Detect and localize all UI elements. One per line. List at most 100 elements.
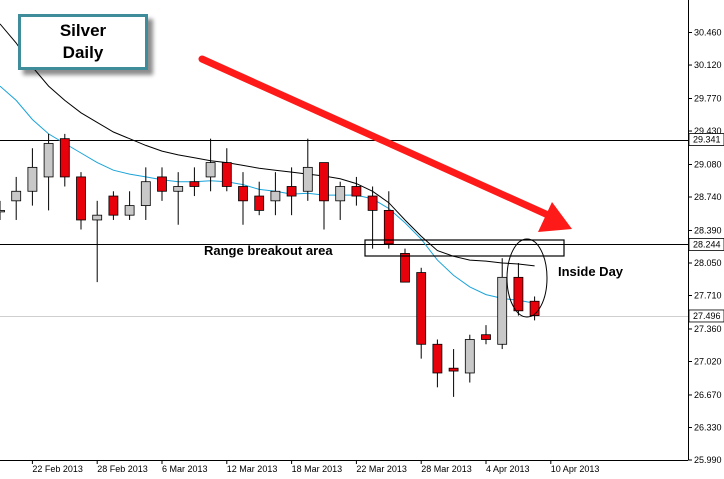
candle-body <box>11 190 22 202</box>
candle <box>383 191 394 249</box>
candle-body <box>513 276 524 312</box>
candle <box>448 349 459 397</box>
candle <box>189 167 200 197</box>
y-tick-label: 28.050 <box>694 258 722 268</box>
y-axis-ticks: 30.460 30.120 29.770 29.430 29.080 28.740 28.3… <box>688 28 722 465</box>
candle <box>286 167 297 216</box>
candle-body <box>529 300 540 316</box>
candle <box>108 191 119 220</box>
candle-body <box>157 176 167 192</box>
candle-body <box>92 214 103 221</box>
candle-body <box>432 343 443 374</box>
y-tick-label: 29.770 <box>694 94 722 104</box>
candle <box>173 172 184 225</box>
x-axis-ticks: 22 Feb 2013 28 Feb 2013 6 Mar 2013 12 Mar 2… <box>31 460 600 474</box>
candle <box>416 267 427 359</box>
candle-body <box>481 334 491 340</box>
candle-body <box>173 186 184 192</box>
current-price-tag-box <box>688 309 724 323</box>
candle-body <box>464 339 475 374</box>
candle-body <box>108 195 119 216</box>
candle-body <box>367 195 378 211</box>
candle-body <box>140 181 151 207</box>
candle <box>124 191 135 220</box>
candle <box>59 133 70 187</box>
y-tick-label: 26.670 <box>694 390 722 400</box>
y-tick-label: 27.360 <box>694 324 722 334</box>
candle-body <box>254 195 265 211</box>
current-price-tag: 27.496 <box>693 311 721 321</box>
y-tick-label: 28.390 <box>694 225 722 235</box>
y-tick-label: 29.430 <box>694 126 722 136</box>
y-tick-label: 28.740 <box>694 192 722 202</box>
x-tick-label: 28 Mar 2013 <box>421 464 472 474</box>
candle <box>481 325 491 345</box>
candle-body <box>416 272 427 345</box>
range-breakout-label: Range breakout area <box>204 243 333 258</box>
candle <box>205 138 216 192</box>
y-tick-label: 30.120 <box>694 60 722 70</box>
x-tick-label: 12 Mar 2013 <box>227 464 278 474</box>
x-tick-label: 6 Mar 2013 <box>162 464 208 474</box>
moving-averages <box>0 23 535 304</box>
y-tick-label: 30.460 <box>694 28 722 38</box>
x-tick-label: 18 Mar 2013 <box>292 464 343 474</box>
inside-day-ellipse <box>506 238 548 318</box>
chart-title-box: Silver Daily <box>18 14 148 70</box>
slow-moving-average-line <box>0 23 535 267</box>
x-tick-label: 4 Apr 2013 <box>486 464 530 474</box>
candle <box>367 186 378 249</box>
candle-body <box>238 186 248 202</box>
x-tick-label: 22 Feb 2013 <box>32 464 83 474</box>
x-tick-label: 10 Apr 2013 <box>551 464 600 474</box>
y-tick-label: 29.080 <box>694 159 722 169</box>
level-price-tag: 28.244 <box>693 239 721 249</box>
trend-arrow-shaft <box>198 55 552 219</box>
candle <box>302 138 313 201</box>
candle-body <box>205 162 216 178</box>
candle-body <box>189 181 200 187</box>
candle <box>335 181 346 220</box>
candlesticks <box>0 133 540 397</box>
candle <box>43 133 54 211</box>
candle-body <box>27 166 38 192</box>
chart-title-line-2: Daily <box>62 43 104 62</box>
candle <box>0 200 5 220</box>
candle <box>140 167 151 220</box>
y-tick-label: 27.710 <box>694 291 722 301</box>
candle-body <box>59 138 70 178</box>
candle-body <box>43 143 54 178</box>
candle <box>351 176 362 206</box>
candle <box>432 339 443 388</box>
candle-body <box>124 205 135 216</box>
candle-body <box>351 186 362 197</box>
annotations: Range breakout area Inside Day <box>198 55 624 318</box>
y-tick-label: 25.990 <box>694 455 722 465</box>
fast-moving-average-line <box>0 85 535 304</box>
candle-body <box>319 162 329 202</box>
level-price-tag-box <box>688 238 724 251</box>
candle <box>157 167 167 201</box>
x-tick-label: 28 Feb 2013 <box>97 464 148 474</box>
candle <box>221 148 232 192</box>
candle <box>92 200 103 283</box>
candle <box>11 176 22 220</box>
candle-body <box>497 276 508 345</box>
level-price-tag-box <box>688 133 724 146</box>
candle <box>513 262 524 316</box>
candle-body <box>221 162 232 187</box>
candle <box>497 258 508 350</box>
candle-body <box>448 367 459 372</box>
y-tick-label: 26.330 <box>694 422 722 432</box>
range-breakout-box <box>364 239 565 257</box>
candle-body <box>76 176 86 221</box>
candle <box>400 248 410 283</box>
candle <box>254 181 265 216</box>
candle-body <box>400 253 410 283</box>
level-price-tag: 29.341 <box>693 135 721 145</box>
y-tick-label: 27.020 <box>694 356 722 366</box>
candle <box>238 172 248 225</box>
x-tick-label: 22 Mar 2013 <box>356 464 407 474</box>
